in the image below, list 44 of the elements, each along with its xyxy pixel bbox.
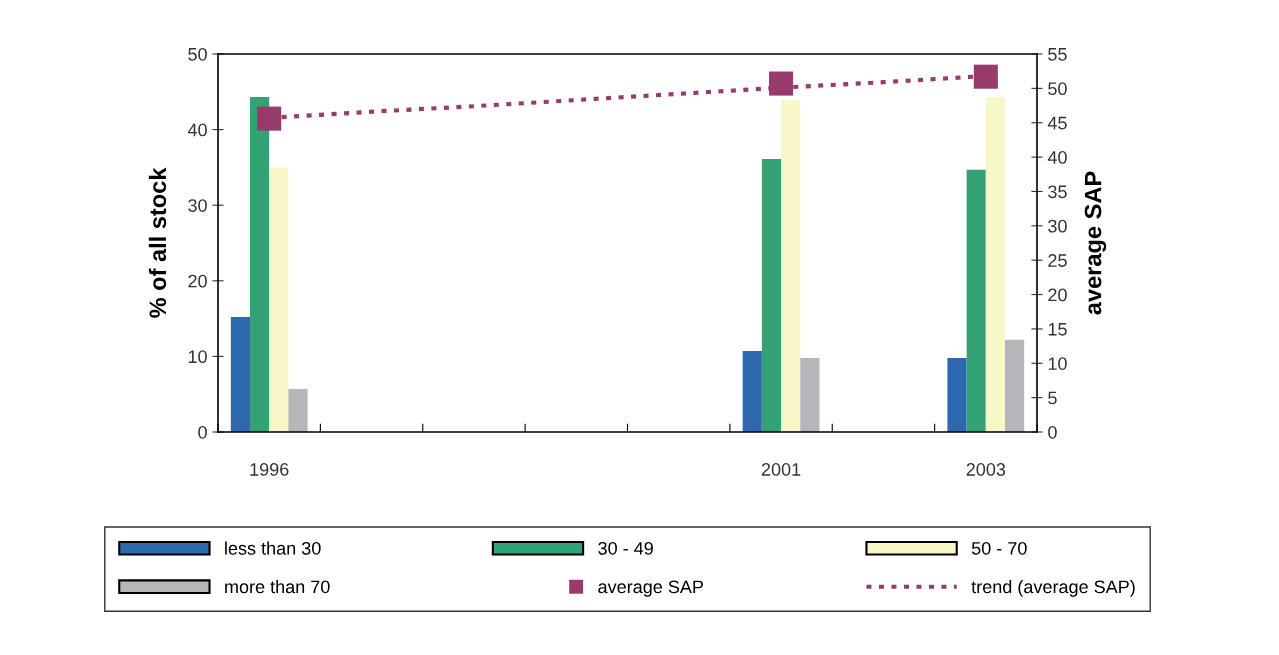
point	[769, 71, 794, 96]
bar	[742, 351, 762, 432]
y2-tick-label: 50	[1048, 82, 1067, 96]
bar	[1005, 339, 1025, 432]
y2-tick-label: 25	[1048, 254, 1067, 267]
bar	[800, 357, 820, 432]
bar	[288, 388, 308, 432]
y-tick-label: 50	[188, 47, 207, 61]
bar	[230, 317, 250, 432]
y2-tick-label: 5	[1048, 391, 1057, 405]
bar	[249, 97, 270, 432]
y-tick-label: 20	[188, 274, 207, 288]
y-axis-title: % of all stock	[148, 167, 167, 318]
point	[973, 64, 998, 89]
bar	[947, 357, 967, 432]
y2-tick-label: 15	[1048, 323, 1067, 336]
x-tick-label: 1996	[250, 463, 289, 476]
y2-tick-label: 0	[1048, 425, 1057, 439]
y2-axis-title: average SAP	[1084, 171, 1107, 315]
y2-tick-label: 40	[1047, 151, 1067, 164]
legend-label: average SAP	[598, 580, 704, 597]
legend-label: 50 - 70	[971, 541, 1027, 555]
y2-tick-label: 10	[1048, 357, 1067, 370]
bar	[966, 169, 986, 432]
y2-tick-label: 20	[1048, 288, 1067, 302]
y-tick-label: 10	[188, 350, 207, 364]
legend-label: 30 - 49	[598, 541, 653, 555]
legend-label: less than 30	[225, 541, 321, 555]
y2-tick-label: 55	[1048, 48, 1067, 61]
y-tick-label: 40	[187, 123, 207, 137]
y2-tick-label: 45	[1047, 116, 1067, 130]
x-tick-label: 2001	[761, 463, 801, 476]
y-tick-label: 0	[198, 425, 207, 439]
y2-tick-label: 30	[1048, 219, 1067, 233]
y2-tick-label: 35	[1048, 185, 1067, 199]
y-tick-label: 30	[188, 199, 207, 212]
bar	[761, 159, 782, 432]
x-tick-label: 2003	[966, 463, 1006, 476]
point	[257, 106, 282, 131]
legend-label: more than 70	[225, 579, 330, 594]
legend-label: trend (average SAP)	[971, 579, 1135, 597]
bar	[269, 167, 289, 432]
bar	[781, 100, 801, 432]
bar	[985, 97, 1006, 432]
